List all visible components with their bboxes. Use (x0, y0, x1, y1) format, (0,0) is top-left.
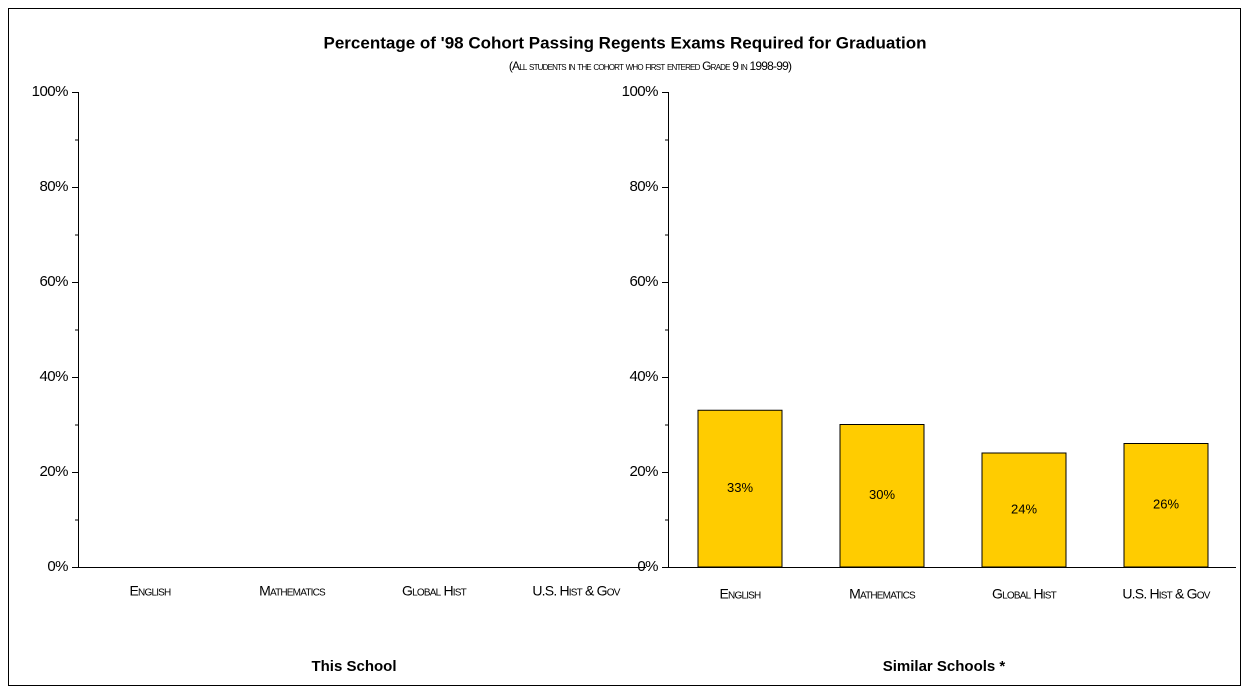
y-tick-label: 100% (622, 83, 659, 100)
x-tick-label: Global Hist (402, 583, 467, 599)
bar (981, 452, 1067, 568)
data-label: 30% (869, 487, 895, 502)
bar (1123, 443, 1209, 568)
chart-subtitle: (All students in the cohort who first en… (509, 59, 792, 73)
x-tick-label: English (720, 586, 762, 602)
y-tick-label: 80% (629, 178, 658, 195)
y-tick-label: 100% (32, 83, 69, 100)
x-tick-label: English (130, 583, 172, 599)
y-tick-label: 0% (47, 558, 68, 575)
x-tick-label: U.S. Hist & Gov (1122, 586, 1210, 602)
frame (8, 8, 1241, 686)
y-tick-label: 20% (39, 463, 68, 480)
y-tick-label: 20% (629, 463, 658, 480)
y-tick-label: 40% (39, 368, 68, 385)
x-tick-label: Mathematics (849, 586, 916, 602)
data-label: 26% (1153, 497, 1179, 512)
data-label: 24% (1011, 501, 1037, 516)
y-tick-label: 40% (629, 368, 658, 385)
bar (839, 424, 925, 568)
y-tick-label: 60% (629, 273, 658, 290)
panel-label: This School (311, 658, 396, 675)
x-tick-label: U.S. Hist & Gov (532, 583, 620, 599)
y-tick-label: 0% (637, 558, 658, 575)
y-tick-label: 60% (39, 273, 68, 290)
panel-label: Similar Schools * (883, 658, 1006, 675)
x-tick-label: Global Hist (992, 586, 1057, 602)
x-tick-label: Mathematics (259, 583, 326, 599)
chart-title: Percentage of '98 Cohort Passing Regents… (324, 33, 927, 52)
data-label: 33% (727, 480, 753, 495)
bar (697, 409, 783, 568)
y-tick-label: 80% (39, 178, 68, 195)
